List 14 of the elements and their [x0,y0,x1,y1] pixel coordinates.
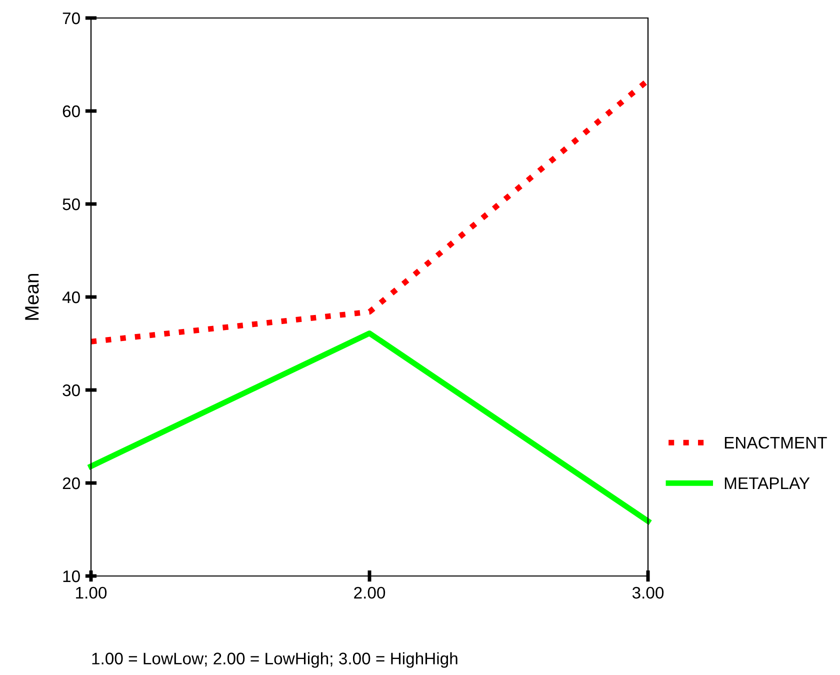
text: 1.00 = LowLow; 2.00 = LowHigh; 3.00 = HighHigh [92,652,458,668]
y-tick-label: 40 [62,291,80,304]
x-tick-label: 1.00 [76,586,107,599]
y-axis-title: Mean [25,274,39,320]
x-tick-label: 2.00 [354,586,386,599]
y-tick-label: 70 [62,12,80,24]
y-tick-label: 50 [62,198,80,210]
legend-label: ENACTMENT [724,436,827,449]
y-tick-label: 30 [62,384,80,396]
y-tick-label: 10 [63,570,80,582]
legend-label: METAPLAY [724,478,810,489]
y-tick-label: 20 [62,477,80,490]
y-tick-label: 60 [62,105,80,118]
x-tick-label: 3.00 [632,586,664,599]
